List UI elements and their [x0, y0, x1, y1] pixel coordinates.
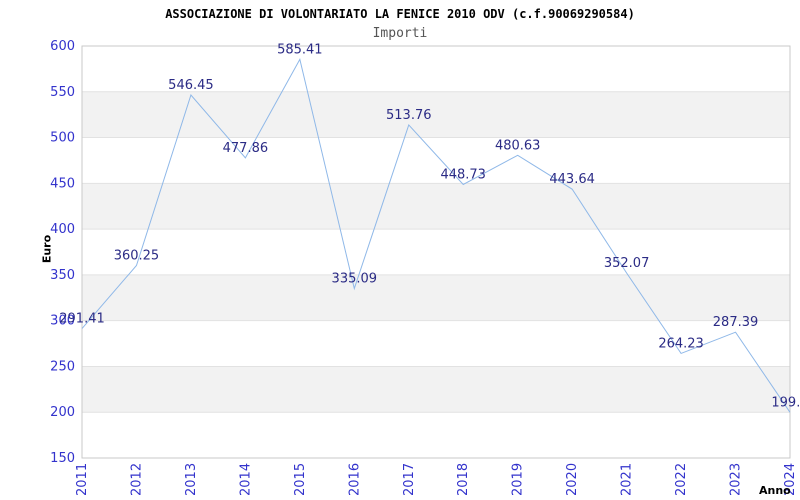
data-line [81, 57, 791, 413]
point-label: 546.45 [168, 78, 214, 93]
point-label: 480.63 [495, 138, 541, 153]
y-tick-label: 350 [50, 268, 75, 283]
x-tick-label: 2018 [456, 463, 471, 496]
y-tick-label: 550 [50, 85, 75, 100]
point-label: 199.9 [771, 395, 800, 410]
point-label: 291.41 [59, 312, 105, 327]
x-tick-label: 2013 [184, 463, 199, 496]
y-tick-label: 400 [50, 222, 75, 237]
x-tick-label: 2023 [729, 463, 744, 496]
x-tick-label: 2014 [238, 463, 253, 496]
x-tick-label: 2019 [511, 463, 526, 496]
plot-band [82, 366, 790, 413]
point-label: 443.64 [549, 172, 595, 187]
chart-title: ASSOCIAZIONE DI VOLONTARIATO LA FENICE 2… [165, 7, 635, 21]
point-label: 335.09 [332, 272, 378, 287]
x-tick-label: 2024 [783, 463, 798, 496]
x-tick-label: 2021 [620, 463, 635, 496]
y-tick-label: 300 [50, 314, 75, 329]
x-tick-label: 2017 [402, 463, 417, 496]
plot-band [82, 183, 790, 230]
x-axis-title: Anno [759, 484, 791, 497]
point-label: 360.25 [114, 249, 160, 264]
point-label: 352.07 [604, 256, 650, 271]
x-tick-label: 2016 [347, 463, 362, 496]
y-tick-label: 250 [50, 359, 75, 374]
point-label: 264.23 [658, 336, 704, 351]
y-tick-label: 150 [50, 451, 75, 466]
x-tick-label: 2011 [75, 463, 90, 496]
point-label: 585.41 [277, 42, 323, 57]
x-tick-label: 2012 [129, 463, 144, 496]
x-tick-label: 2015 [293, 463, 308, 496]
plot-band [82, 91, 790, 138]
x-tick-label: 2020 [565, 463, 580, 496]
y-axis-title: Euro [40, 234, 54, 264]
point-label: 477.86 [223, 141, 269, 156]
y-tick-label: 450 [50, 176, 75, 191]
plot-band [82, 274, 790, 321]
point-label: 513.76 [386, 108, 432, 123]
point-label: 287.39 [713, 315, 759, 330]
x-tick-label: 2022 [674, 463, 689, 496]
y-tick-label: 600 [50, 39, 75, 54]
point-label: 448.73 [440, 167, 486, 182]
plot-border [81, 45, 791, 459]
chart-subtitle: Importi [372, 26, 428, 41]
y-tick-label: 200 [50, 405, 75, 420]
y-tick-label: 500 [50, 131, 75, 146]
